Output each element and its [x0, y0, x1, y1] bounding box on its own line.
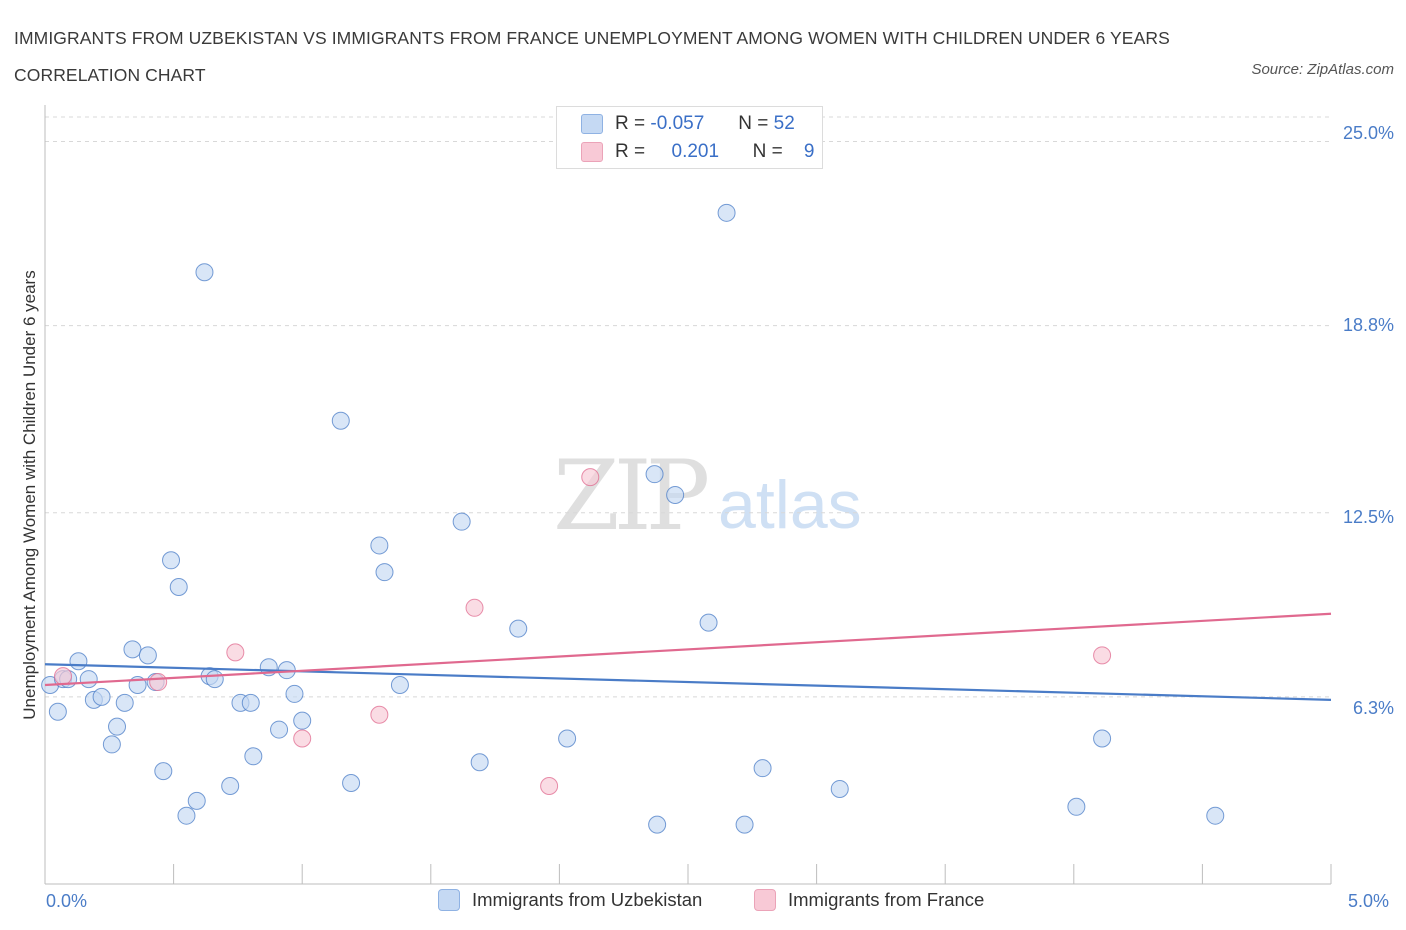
data-point: [169, 578, 188, 597]
watermark-atlas: atlas: [718, 467, 862, 543]
data-point: [92, 687, 111, 706]
trend-line: [44, 612, 1332, 687]
data-point: [666, 485, 685, 504]
y-tick-label: 6.3%: [1352, 698, 1394, 718]
bottom-legend-uzbekistan: Immigrants from Uzbekistan: [438, 889, 702, 911]
data-point: [753, 759, 772, 778]
y-tick-label: 25.0%: [1342, 123, 1394, 143]
data-point: [293, 711, 312, 730]
data-point: [195, 263, 214, 282]
source-label: Source: ZipAtlas.com: [1251, 61, 1394, 78]
data-point: [108, 717, 127, 736]
data-point: [540, 776, 559, 795]
y-tick-label: 18.8%: [1342, 315, 1394, 335]
data-point: [69, 652, 88, 671]
data-point: [241, 693, 260, 712]
data-point: [293, 729, 312, 748]
legend-r-value: -0.057: [650, 113, 705, 134]
data-point: [470, 753, 489, 772]
chart-title: IMMIGRANTS FROM UZBEKISTAN VS IMMIGRANTS…: [14, 28, 1170, 85]
legend-n-value: 9: [803, 141, 815, 162]
data-point: [370, 536, 389, 555]
data-point: [735, 815, 754, 834]
legend-swatch: [581, 114, 603, 134]
legend-label: Immigrants from France: [788, 889, 985, 910]
data-point: [558, 729, 577, 748]
trend-line: [44, 663, 1332, 701]
data-point: [342, 774, 361, 793]
legend-row-uzbekistan: R = -0.057 N = 52: [581, 111, 795, 137]
data-point: [177, 806, 196, 825]
legend-n-label: N =: [752, 141, 783, 162]
data-point: [162, 551, 181, 570]
legend-r-value: 0.201: [671, 141, 720, 162]
correlation-legend: R = -0.057 N = 52 R = 0.201 N = 9: [556, 106, 823, 169]
data-point: [648, 815, 667, 834]
data-point: [390, 676, 409, 695]
data-point: [331, 411, 350, 430]
x-tick-label: 5.0%: [1348, 891, 1390, 911]
data-point: [115, 693, 134, 712]
data-point: [717, 203, 736, 222]
legend-swatch: [581, 142, 603, 162]
legend-r-label: R =: [615, 113, 646, 134]
data-point: [221, 776, 240, 795]
data-point: [123, 640, 142, 659]
data-point: [226, 643, 245, 662]
data-point: [79, 670, 98, 689]
data-point: [830, 779, 849, 798]
bottom-legend-france: Immigrants from France: [754, 889, 984, 911]
data-point: [1067, 797, 1086, 816]
data-point: [509, 619, 528, 638]
data-point: [138, 646, 157, 665]
data-point: [375, 563, 394, 582]
data-point: [270, 720, 289, 739]
data-point: [244, 747, 263, 766]
data-point: [1093, 646, 1112, 665]
data-point: [581, 468, 600, 487]
legend-n-value: 52: [773, 113, 795, 134]
data-point: [48, 702, 67, 721]
data-point: [285, 684, 304, 703]
x-tick-label: 0.0%: [46, 891, 88, 911]
data-point: [154, 762, 173, 781]
data-point: [699, 613, 718, 632]
data-point: [465, 598, 484, 617]
data-point: [1206, 806, 1225, 825]
legend-label: Immigrants from Uzbekistan: [472, 889, 703, 910]
data-point: [1093, 729, 1112, 748]
legend-row-france: R = 0.201 N = 9: [581, 139, 814, 165]
data-point: [370, 705, 389, 724]
data-point: [187, 791, 206, 810]
data-point: [102, 735, 121, 754]
legend-r-label: R =: [615, 141, 646, 162]
data-point: [149, 673, 168, 692]
y-tick-label: 12.5%: [1342, 507, 1394, 527]
legend-n-label: N =: [738, 113, 769, 134]
data-point: [452, 512, 471, 531]
data-point: [645, 465, 664, 484]
data-point: [205, 670, 224, 689]
legend-swatch: [754, 889, 776, 911]
data-point: [54, 667, 73, 686]
legend-swatch: [438, 889, 460, 911]
